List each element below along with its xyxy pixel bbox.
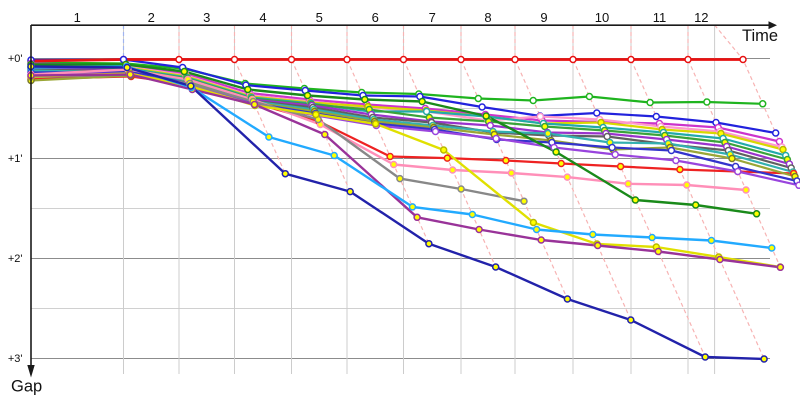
- svg-text:8: 8: [484, 10, 491, 25]
- svg-text:+1': +1': [8, 153, 23, 165]
- svg-text:7: 7: [429, 10, 436, 25]
- svg-text:12: 12: [694, 10, 708, 25]
- svg-text:11: 11: [653, 10, 667, 25]
- svg-text:Gap: Gap: [11, 378, 42, 396]
- svg-text:+3': +3': [8, 353, 23, 365]
- svg-text:2: 2: [148, 10, 155, 25]
- svg-text:10: 10: [595, 10, 609, 25]
- svg-text:+0': +0': [8, 53, 23, 65]
- svg-text:3: 3: [203, 10, 210, 25]
- svg-text:5: 5: [316, 10, 323, 25]
- svg-text:+2': +2': [8, 253, 23, 265]
- svg-text:9: 9: [540, 10, 547, 25]
- svg-text:1: 1: [74, 10, 81, 25]
- svg-text:4: 4: [259, 10, 266, 25]
- svg-text:6: 6: [372, 10, 379, 25]
- svg-text:Time: Time: [742, 27, 778, 45]
